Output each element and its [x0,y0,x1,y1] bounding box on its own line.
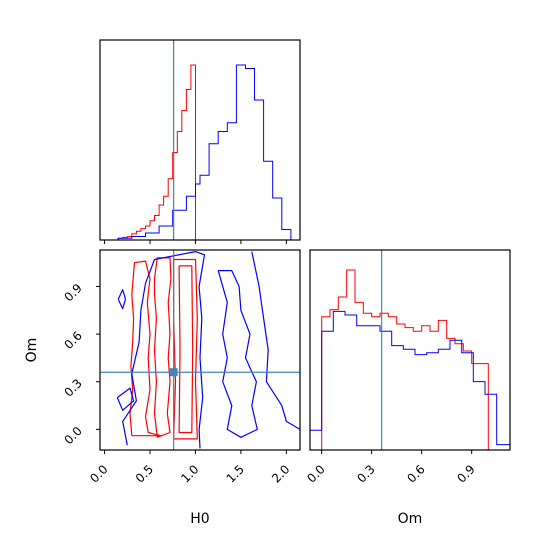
h0-xlabel: H0 [190,511,209,527]
om-hist-series-1 [321,269,489,450]
contour-layer [100,250,300,450]
contour-line-2 [153,257,172,438]
contour-line-5 [122,251,206,449]
contour-line-9 [116,387,135,411]
contour-line-4 [178,265,194,434]
h0-hist-series-2 [117,64,292,240]
contour-line-6 [217,270,258,438]
om-ylabel: Om [24,338,40,363]
h0-hist-frame [99,39,301,241]
truth-marker [169,368,178,377]
contour-line-8 [117,289,127,310]
om-hist-frame [309,249,511,451]
h0-hist-series-1 [117,64,196,240]
om-hist-series-2 [309,310,511,450]
contour-line-7 [251,251,300,430]
om-xlabel: Om [398,511,423,527]
contour-line-1 [129,260,162,437]
contour-frame [99,249,301,451]
